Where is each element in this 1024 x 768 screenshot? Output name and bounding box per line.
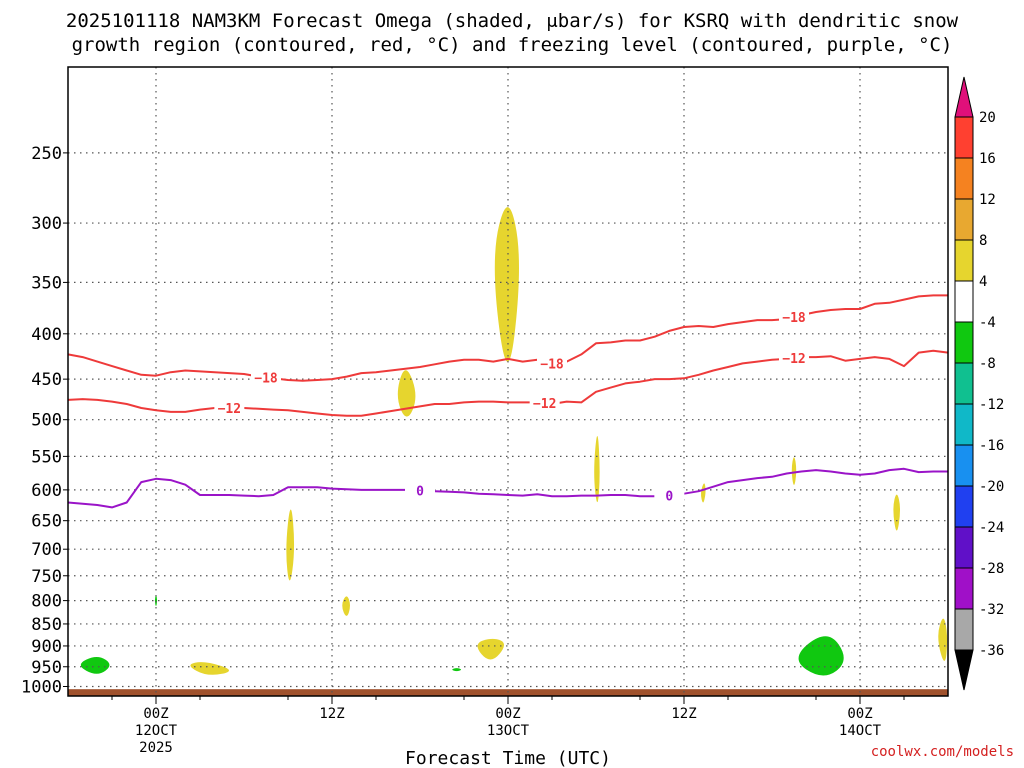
colorbar-label: 8: [979, 233, 987, 249]
upward-omega-yellow: [594, 436, 600, 503]
downward-omega-green: [80, 657, 110, 674]
omega-shading-layer: [80, 207, 948, 676]
contour-layer: −18 −18 −18 −12 −12 −12 0 0: [67, 294, 949, 509]
x-tick-label: 12Z: [319, 706, 344, 722]
chart-title-line1: 2025101118 NAM3KM Forecast Omega (shaded…: [65, 10, 959, 32]
colorbar-bin: [954, 321, 974, 364]
x-tick-label: 00Z: [495, 706, 520, 722]
colorbar-label: -20: [979, 479, 1004, 495]
x-tick-date: 12OCT: [135, 723, 178, 739]
y-tick-label: 300: [31, 214, 62, 234]
downward-omega-green: [452, 668, 462, 672]
dgz-minus12-label: −12: [782, 352, 805, 367]
upward-omega-yellow: [286, 509, 295, 581]
dgz-minus18-label: −18: [540, 357, 564, 372]
colorbar-bin: [954, 116, 974, 159]
freezing-level-line: [67, 467, 948, 509]
freezing-level-label: 0: [416, 485, 424, 500]
colorbar-label: -24: [979, 520, 1004, 536]
colorbar-bin: [954, 239, 974, 282]
freezing-level-label-bg: [405, 482, 435, 499]
dgz-minus12-label-bg: [214, 399, 245, 416]
freezing-level-label-bg: [654, 487, 685, 504]
upward-omega-yellow: [494, 207, 519, 362]
y-tick-label: 400: [31, 325, 62, 345]
downward-omega-green: [798, 636, 844, 676]
y-tick-label: 1000: [21, 677, 62, 697]
dgz-minus12-label-bg: [529, 395, 560, 412]
upward-omega-yellow: [938, 618, 948, 661]
x-tick-date: 13OCT: [487, 723, 530, 739]
terrain-fill: [68, 689, 948, 696]
colorbar-label: 12: [979, 192, 996, 208]
x-tick-label: 00Z: [847, 706, 872, 722]
axes-layer: 2503003504004505005506006507007508008509…: [21, 144, 905, 756]
colorbar-label: -12: [979, 397, 1004, 413]
x-axis-title: Forecast Time (UTC): [405, 748, 611, 768]
y-tick-label: 850: [31, 615, 62, 635]
colorbar-bin: [954, 403, 974, 446]
colorbar-label: 16: [979, 151, 996, 167]
dgz-minus12-label: −12: [533, 397, 556, 412]
y-tick-label: 750: [31, 567, 62, 587]
y-tick-label: 800: [31, 592, 62, 612]
colorbar-under-arrow: [954, 649, 974, 691]
colorbar-bin: [954, 198, 974, 241]
colorbar-bin: [954, 157, 974, 200]
grid-layer: [68, 67, 948, 696]
x-tick-label: 00Z: [143, 706, 168, 722]
colorbar-label: -16: [979, 438, 1004, 454]
colorbar-label: -32: [979, 602, 1004, 618]
colorbar: 20 16 12 8 4 -4 -8 -12 -16 -20 -24 -28 -32 -36: [954, 76, 1004, 691]
y-tick-label: 600: [31, 481, 62, 501]
upward-omega-yellow: [700, 483, 706, 503]
terrain-layer: [68, 689, 948, 696]
downward-omega-green: [154, 595, 158, 606]
upward-omega-yellow: [190, 662, 229, 675]
colorbar-bin: [954, 485, 974, 528]
colorbar-label: -36: [979, 643, 1004, 659]
y-tick-label: 900: [31, 637, 62, 657]
upward-omega-yellow: [791, 457, 797, 485]
chart-title-line2: growth region (contoured, red, °C) and f…: [71, 34, 953, 56]
colorbar-label: -8: [979, 356, 996, 372]
dgz-minus12-label-bg: [779, 350, 809, 367]
dgz-minus18-label: −18: [254, 371, 278, 386]
dgz-minus18-label-bg: [537, 355, 567, 372]
dgz-minus18-label-bg: [251, 369, 281, 386]
y-tick-label: 500: [31, 411, 62, 431]
dgz-minus18-label-bg: [779, 309, 809, 326]
freezing-level-label: 0: [665, 490, 673, 505]
y-tick-label: 350: [31, 273, 62, 293]
upward-omega-yellow: [397, 370, 416, 417]
upward-omega-yellow: [893, 494, 900, 531]
colorbar-bin: [954, 526, 974, 569]
credit-text: coolwx.com/models: [871, 744, 1014, 760]
y-tick-label: 550: [31, 447, 62, 467]
dgz-minus18-label: −18: [782, 311, 806, 326]
y-tick-label: 650: [31, 512, 62, 532]
y-tick-label: 950: [31, 658, 62, 678]
colorbar-bin: [954, 608, 974, 651]
colorbar-label: -4: [979, 315, 996, 331]
colorbar-bin: [954, 444, 974, 487]
y-tick-label: 700: [31, 540, 62, 560]
x-tick-label: 12Z: [671, 706, 696, 722]
x-tick-date: 14OCT: [839, 723, 882, 739]
upward-omega-yellow: [342, 596, 350, 616]
colorbar-label: -28: [979, 561, 1004, 577]
colorbar-bin: [954, 362, 974, 405]
y-tick-label: 450: [31, 370, 62, 390]
y-tick-label: 250: [31, 144, 62, 164]
dgz-minus12-label: −12: [218, 402, 241, 417]
colorbar-label: 4: [979, 274, 987, 290]
x-tick-year: 2025: [139, 740, 173, 756]
upward-omega-yellow: [477, 638, 505, 660]
colorbar-over-arrow: [954, 76, 974, 118]
colorbar-bin: [954, 567, 974, 610]
colorbar-bin: [954, 280, 974, 323]
colorbar-label: 20: [979, 110, 996, 126]
